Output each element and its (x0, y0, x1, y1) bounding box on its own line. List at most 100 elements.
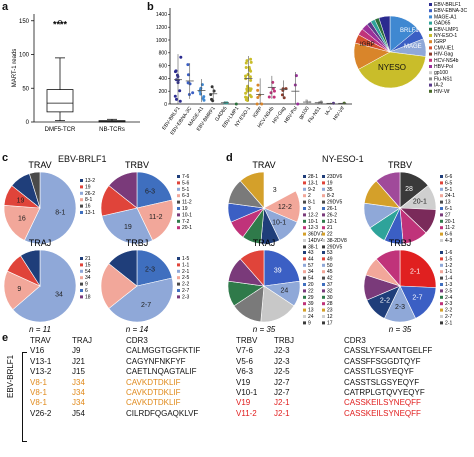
c-trav-legend-swatch (80, 211, 83, 214)
d-trav-2-legend-label: 26-2 (327, 212, 337, 218)
d-trbj-legend-swatch (440, 295, 443, 299)
c-trbj-slice-label: 2-3 (145, 267, 155, 274)
d-trav-legend-swatch (303, 239, 306, 242)
cell-cdr3b: CASSKEILSYNEQFF (344, 408, 421, 418)
d-trbv-legend-swatch (440, 194, 443, 198)
d-trbj-legend-swatch (440, 302, 443, 306)
legend-swatch (429, 46, 432, 50)
d-traj-slice (239, 249, 265, 287)
c-traj-legend-swatch (80, 263, 83, 267)
d-trbj-legend-label: 1-1 (445, 269, 452, 275)
data-point (248, 89, 252, 93)
cell-trav: V16 (30, 346, 45, 356)
cell-trav: V13-1 (30, 356, 52, 366)
d-trbv-slice-label: 20-1 (413, 199, 427, 206)
c-traj-title: TRAJ (29, 238, 52, 248)
d-trav-2-legend-swatch (322, 200, 325, 204)
c-traj-legend-label: 54 (85, 269, 91, 275)
cell-trbv: V19 (236, 377, 251, 387)
d-trbj-legend-label: 1-2 (445, 263, 452, 269)
header-trav: TRAV (30, 336, 51, 345)
legend-label: gp100 (434, 70, 448, 76)
header-cdr3a: CDR3 (126, 336, 148, 345)
cell-cdr3b: CASSLYFSAANTGELFF (344, 346, 433, 356)
c-trbv-legend-label: 10-1 (182, 212, 192, 218)
data-point (249, 78, 253, 82)
d-trav-2-legend-swatch (322, 239, 325, 242)
d-trbj-title: TRBJ (389, 238, 412, 248)
cell-trbv: V10-1 (236, 388, 258, 398)
d-trbv-legend-label: 6-6 (445, 232, 452, 238)
c-trbj-legend-swatch (177, 295, 180, 299)
legend-label: Flu-NS1 (434, 76, 453, 82)
c-trav-slice (29, 171, 41, 209)
d-trav-legend-label: 10-1 (308, 219, 318, 225)
c-trav-legend-swatch (80, 191, 83, 195)
d-traj-2-legend-label: 23 (327, 308, 333, 314)
d-traj-2-legend-swatch (322, 315, 325, 318)
cell-trbj: J2-7 (274, 377, 290, 387)
category-label: IA-2 (324, 106, 334, 117)
c-trav-legend-label: 8-1 (85, 197, 92, 203)
d-traj-legend-swatch (303, 295, 306, 299)
cell-trbj: J2-1 (274, 408, 290, 418)
legend-swatch (429, 3, 432, 6)
d-trav-legend-swatch (303, 232, 306, 236)
c-trbv-legend-label: 20-1 (182, 225, 192, 231)
d-trav-legend-label: 2 (308, 193, 311, 199)
c-trav-slice-label: 19 (17, 197, 25, 204)
cell-trbj: J2-7 (274, 388, 290, 398)
c-trbj-legend-swatch (177, 276, 180, 280)
data-point (199, 86, 203, 90)
panel-letter-c: c (2, 152, 9, 164)
cell-cdr3b: CASSTLGSYEQYF (344, 367, 414, 377)
c-traj-legend-label: 34 (85, 275, 91, 281)
data-point (202, 98, 206, 102)
d-trbj-legend-swatch (440, 289, 443, 293)
c-traj-legend-swatch (80, 295, 83, 299)
d-traj-legend-label: 24 (308, 314, 314, 320)
legend-swatch (429, 40, 432, 44)
d-trav-2-legend-swatch (322, 213, 325, 217)
d-trav-2-legend-label: 23DV6 (327, 174, 343, 180)
legend-label: IGRP (434, 39, 447, 45)
data-point (296, 102, 300, 106)
c-traj-legend-swatch (80, 282, 83, 286)
side-label: EBV-BRLF1 (6, 354, 15, 398)
c-trbv-legend-swatch (177, 175, 180, 178)
d-trbj-legend-swatch (440, 257, 443, 261)
d-trav-2-legend-swatch (322, 232, 325, 236)
data-point (174, 97, 178, 101)
c-trbv-legend-label: 11-2 (182, 200, 192, 206)
d-trbv-slice-label: 28 (405, 186, 413, 193)
legend-label: NY-ESO-1 (434, 33, 457, 39)
c-trbv-slice-label: 11-2 (149, 214, 163, 221)
d-traj-2-legend-swatch (322, 270, 325, 274)
epitope-scatter-chart: 0 200 400 600 800 1000 1200 1400 EBV-BRLF1EBV-EB… (156, 2, 468, 136)
d-trbv-legend-label: 24-1 (445, 193, 455, 199)
legend-label: MAGE-A1 (434, 14, 457, 20)
d-traj-2-legend-label: 30 (327, 295, 333, 301)
data-point (249, 57, 253, 61)
c-traj-slice-label: 34 (55, 292, 63, 299)
d-trav-legend-swatch (303, 207, 306, 210)
c-trbj-legend-label: 1-5 (182, 256, 189, 262)
c-trbv-slice-label: 6-3 (145, 189, 155, 196)
data-point (187, 93, 191, 97)
d-trbv-legend-swatch (440, 181, 443, 185)
c-trbv-legend-swatch (177, 226, 180, 230)
d-traj-legend-label: 34 (308, 269, 314, 275)
c-trbv-legend-swatch (177, 219, 180, 223)
c-trav-legend-label: 13-1 (85, 210, 95, 216)
legend-swatch (429, 77, 432, 81)
cell-trav: V8-1 (30, 388, 47, 398)
d-trbj-legend-swatch (440, 276, 443, 280)
pie-label-igrp: IGRP (360, 42, 375, 48)
c-traj-slice (3, 270, 41, 310)
c-traj-n-label: n = 11 (29, 325, 51, 332)
legend-label: EBV-EBNA-3C (434, 8, 467, 14)
tcr-table-row: V8-1 J34 CAVKDTDKLIF V19 J2-1 CASSKEILSYNEQFF (30, 398, 436, 408)
cell-trav: V8-1 (30, 377, 47, 387)
c-trbv-slice (136, 199, 174, 241)
c-traj-legend-label: 21 (85, 256, 91, 262)
